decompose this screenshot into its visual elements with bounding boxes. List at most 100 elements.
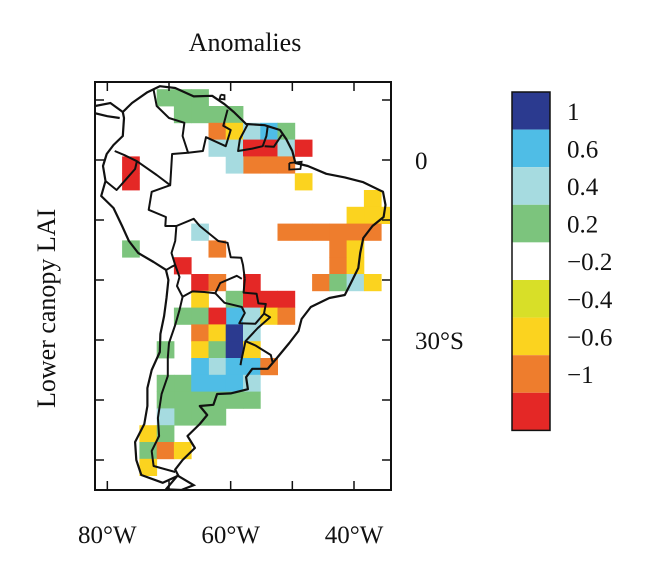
colorbar-label: 0.6 [567,136,598,163]
anomaly-cell [208,374,227,392]
central-america-outline [95,112,120,120]
anomaly-cell [346,206,365,224]
anomaly-cell [329,274,347,292]
country-border [147,184,178,271]
anomaly-cell [260,290,278,308]
anomaly-cell [346,274,365,292]
colorbar: 1 0.6 0.4 0.2 −0.2 −0.4 −0.6 −1 [511,91,613,432]
country-border [237,123,269,152]
anomaly-cell [363,190,382,208]
x-tick-label: 40°W [325,522,384,549]
colorbar-swatch [512,129,550,168]
anomaly-cell [329,240,347,258]
anomaly-cell [173,257,192,275]
anomaly-cell [363,206,382,224]
anomaly-cell [260,156,278,174]
anomaly-cell [329,223,347,241]
anomaly-cell [277,139,296,157]
anomaly-cell [191,89,209,107]
colorbar-label: −0.6 [567,324,612,351]
anomaly-cell [208,240,227,258]
anomaly-cell [225,341,244,359]
trinidad-outline [218,93,226,101]
anomaly-cell [191,223,209,241]
anomaly-cell [208,408,227,426]
anomaly-cell [191,358,209,376]
anomaly-cell [225,358,244,376]
x-tick-label: 80°W [78,522,137,549]
marajo-island-outline [288,160,303,171]
anomaly-cell [191,307,209,325]
colorbar-swatch [512,204,550,243]
anomaly-cell [225,374,244,392]
country-border [187,109,232,154]
anomaly-cell [363,274,382,292]
anomaly-cell [243,391,261,409]
colorbar-label: 0.2 [567,212,598,239]
colorbar-swatch [512,167,550,205]
coastline [95,85,387,490]
anomaly-cell [156,442,175,460]
anomaly-cells [122,89,391,476]
map-frame [94,81,392,491]
anomaly-cell [208,324,227,342]
anomaly-cell [191,341,209,359]
anomaly-cell [346,223,365,241]
colorbar-label: −0.4 [567,287,613,314]
anomaly-cell [173,408,192,426]
country-border [174,264,243,298]
anomaly-cell [312,274,330,292]
anomaly-cell [277,223,296,241]
anomaly-cell [156,425,175,443]
y-tick-label: 30°S [415,328,464,355]
colorbar-label: 1 [567,99,580,126]
anomaly-cell [243,156,261,174]
colorbar-swatch [512,92,550,130]
anomaly-cell [208,358,227,376]
anomaly-cell [294,223,313,241]
colorbar-swatch [512,355,550,393]
anomaly-cell [277,307,296,325]
colorbar-swatch [512,392,550,431]
anomaly-cell [243,358,261,376]
anomaly-cell [191,290,209,308]
anomaly-cell [225,324,244,342]
anomaly-cell [156,341,175,359]
anomaly-cell [191,324,209,342]
anomaly-cell [277,290,296,308]
anomaly-cell [208,341,227,359]
anomaly-cell [173,374,192,392]
anomaly-cell [381,206,391,224]
anomaly-cell [208,122,227,140]
colorbar-swatch [512,242,550,280]
anomaly-cell [208,307,227,325]
country-border [214,278,267,325]
tierra-del-fuego-outline [163,474,197,490]
country-border [114,89,190,187]
colorbar-label: −0.2 [567,249,612,276]
anomaly-cell [243,274,261,292]
anomaly-cell [173,442,192,460]
anomaly-cell [225,391,244,409]
anomaly-cell [225,307,244,325]
anomaly-cell [225,122,244,140]
anomaly-cell [294,173,313,191]
anomaly-cell [294,139,313,157]
colorbar-label: −1 [567,362,594,389]
anomaly-cell [139,425,158,443]
anomaly-cell [312,223,330,241]
anomaly-cell [243,307,261,325]
anomaly-cell [173,106,192,124]
anomaly-cell [225,139,244,157]
anomaly-cell [225,156,244,174]
anomaly-cell [191,274,209,292]
anomaly-cell [208,274,227,292]
anomaly-cell [122,240,140,258]
axis-ticks: 80°W 60°W 40°W 0 30°S [78,82,464,549]
anomaly-cell [156,408,175,426]
colorbar-label: 0.4 [567,174,599,201]
colorbar-swatch [512,280,550,318]
anomaly-cell [139,458,158,476]
anomaly-cell [329,257,347,275]
